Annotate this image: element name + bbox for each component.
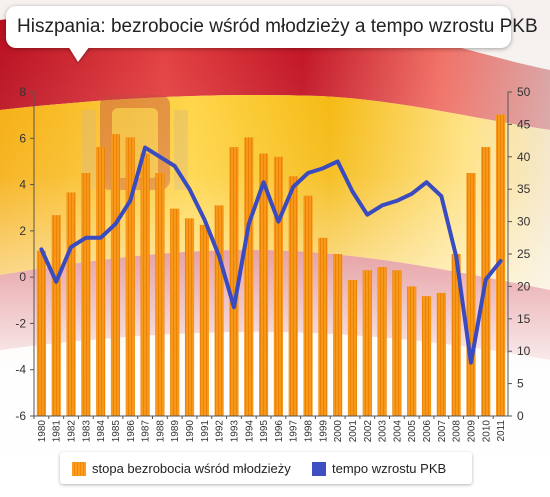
x-tick-label: 1989 [170, 420, 181, 443]
left-tick-label: 8 [19, 85, 26, 99]
right-tick-label: 15 [517, 312, 531, 326]
x-tick-label: 2004 [392, 420, 403, 443]
legend-item-unemployment: stopa bezrobocia wśród młodzieży [72, 461, 291, 476]
legend-item-gdp: tempo wzrostu PKB [312, 461, 446, 476]
bar-1994 [244, 137, 254, 417]
left-tick-label: 6 [19, 131, 26, 145]
chart-title: Hiszpania: bezrobocie wśród młodzieży a … [17, 16, 538, 37]
bar-2004 [392, 270, 402, 416]
x-tick-label: 1991 [200, 420, 211, 443]
bar-1983 [81, 173, 91, 416]
x-tick-label: 1992 [215, 420, 226, 443]
left-tick-label: 2 [19, 224, 26, 238]
legend-label-unemployment: stopa bezrobocia wśród młodzieży [92, 461, 291, 476]
left-tick-label: -2 [15, 316, 26, 330]
bar-1990 [184, 218, 195, 416]
bar-1993 [229, 147, 239, 416]
bar-1997 [288, 176, 298, 416]
bar-2000 [333, 254, 343, 416]
x-tick-label: 1987 [141, 420, 152, 443]
x-tick-label: 1984 [96, 420, 107, 443]
bar-1998 [303, 195, 313, 416]
bar-1986 [125, 137, 135, 417]
x-tick-label: 1988 [155, 420, 166, 443]
x-tick-label: 1985 [111, 420, 122, 443]
x-tick-label: 1994 [244, 420, 255, 443]
x-tick-label: 1986 [126, 420, 137, 443]
line-series-gdp-growth [39, 145, 503, 365]
x-tick-label: 1996 [274, 420, 285, 443]
x-tick-label: 2010 [481, 420, 492, 443]
x-tick-label: 2006 [422, 420, 433, 443]
legend-swatch-bar [72, 461, 86, 476]
bar-2001 [347, 279, 358, 416]
x-tick-label: 1997 [289, 420, 300, 443]
right-tick-label: 20 [517, 279, 531, 293]
right-tick-label: 45 [517, 117, 531, 131]
left-tick-label: -4 [15, 363, 26, 377]
left-axis-ticks: 8 6 4 2 0 -2 -4 -6 [15, 85, 34, 423]
x-tick-label: 2000 [333, 420, 344, 443]
left-tick-label: -6 [15, 409, 26, 423]
right-tick-label: 25 [517, 247, 531, 261]
legend-swatch-line [312, 461, 326, 476]
x-tick-label: 2008 [452, 420, 463, 443]
bar-1995 [259, 153, 269, 416]
x-tick-label: 1998 [304, 420, 315, 443]
bar-1980 [36, 250, 46, 416]
bar-1991 [199, 224, 209, 416]
bar-1987 [140, 153, 150, 416]
x-tick-label: 2003 [378, 420, 389, 443]
bar-1999 [318, 237, 328, 416]
x-tick-label: 1999 [318, 420, 329, 443]
bar-2006 [421, 296, 432, 416]
x-tick-label: 2009 [466, 420, 477, 443]
bar-1992 [214, 205, 224, 416]
right-tick-label: 30 [517, 215, 531, 229]
x-tick-label: 1995 [259, 420, 270, 443]
bars-series-unemployment [36, 114, 506, 417]
bar-1988 [155, 173, 165, 416]
right-tick-label: 50 [517, 85, 531, 99]
bar-2002 [362, 270, 372, 416]
left-tick-label: 0 [19, 270, 26, 284]
bar-2008 [451, 254, 461, 416]
chart-legend: stopa bezrobocia wśród młodzieży tempo w… [60, 452, 472, 484]
x-tick-label: 1982 [67, 420, 78, 443]
bar-1996 [273, 156, 283, 417]
x-tick-label: 2002 [363, 420, 374, 443]
right-tick-label: 5 [517, 377, 524, 391]
x-tick-label: 2001 [348, 420, 359, 443]
bar-1982 [66, 192, 76, 416]
right-tick-label: 35 [517, 182, 531, 196]
right-tick-label: 40 [517, 150, 531, 164]
x-axis-ticks: 1980 1981 1982 1983 1984 1985 1986 1987 1988 1989… [33, 416, 507, 443]
bar-2005 [407, 286, 417, 416]
bar-1985 [110, 134, 121, 416]
bar-1984 [96, 147, 106, 416]
x-tick-label: 2007 [437, 420, 448, 443]
bar-2009 [466, 173, 476, 416]
title-banner [6, 6, 511, 48]
x-tick-label: 1981 [52, 420, 63, 443]
legend-label-gdp: tempo wzrostu PKB [332, 461, 447, 476]
bar-2003 [377, 266, 387, 416]
title-banner-tail [68, 46, 90, 62]
left-tick-label: 4 [19, 178, 26, 192]
right-tick-label: 10 [517, 344, 531, 358]
x-tick-label: 1990 [185, 420, 196, 443]
bar-1989 [170, 208, 180, 416]
right-tick-label: 0 [517, 409, 524, 423]
x-tick-label: 1980 [37, 420, 48, 443]
x-tick-label: 2005 [407, 420, 418, 443]
bar-2007 [436, 292, 446, 416]
bar-2011 [496, 114, 506, 417]
x-tick-label: 2011 [496, 420, 507, 442]
bar-1981 [51, 215, 61, 416]
x-tick-label: 1983 [81, 420, 92, 443]
x-tick-label: 1993 [229, 420, 240, 443]
